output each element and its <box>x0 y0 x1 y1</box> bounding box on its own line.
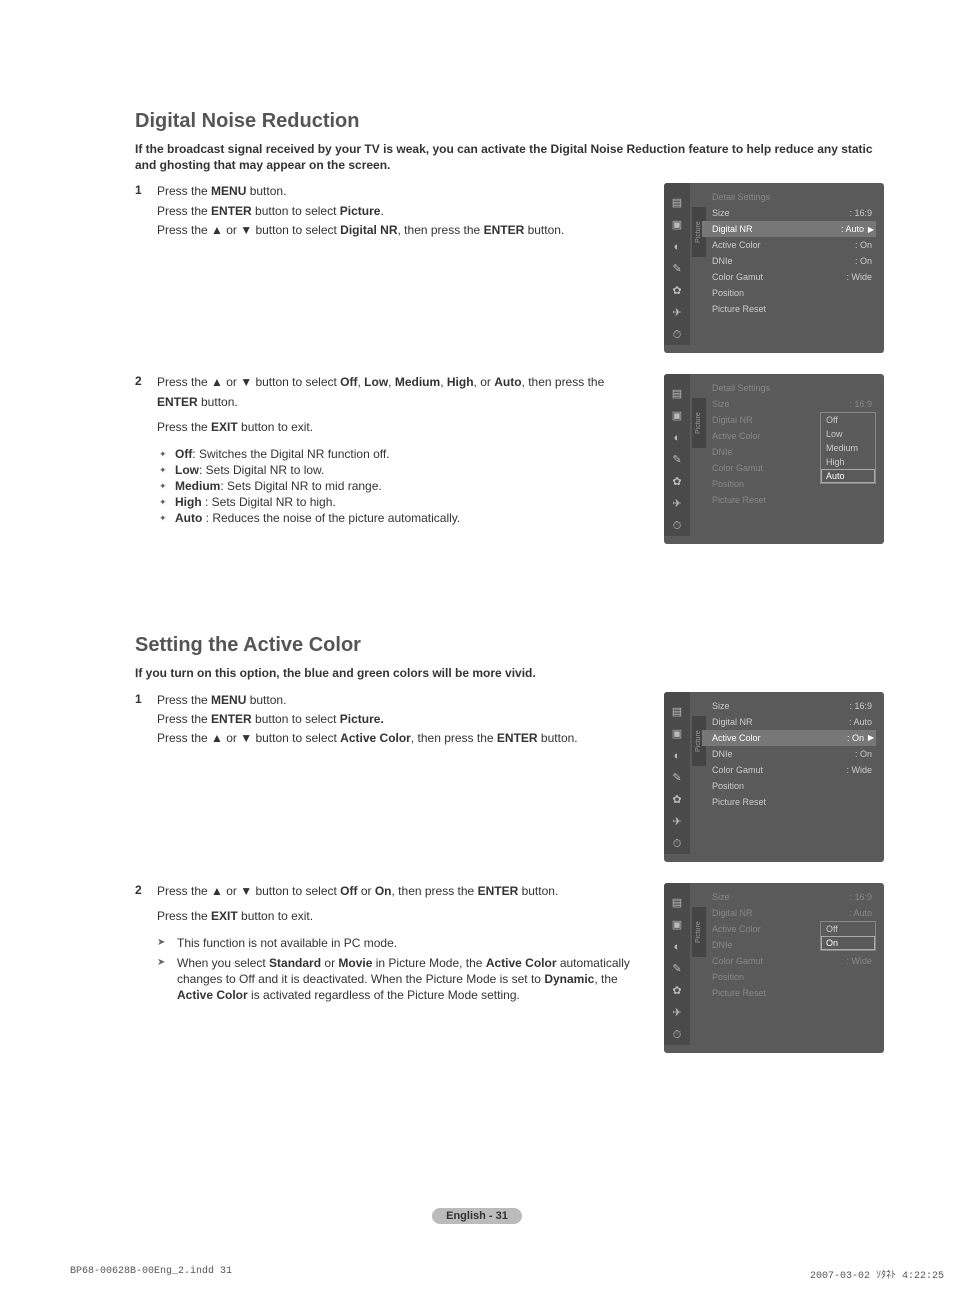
osd-option: Medium <box>821 441 875 455</box>
osd-icon: ✈ <box>664 810 690 832</box>
osd-item: Position <box>708 285 876 301</box>
osd-icon: ▣ <box>664 404 690 426</box>
print-metadata: BP68-00628B-00Eng_2.indd 31 2007-03-02 ｿ… <box>70 1266 944 1282</box>
osd-option-selected: Auto <box>821 469 875 483</box>
osd-icon: ◐ <box>664 426 690 448</box>
step-2: 2 Press the ▲ or ▼ button to select Off,… <box>135 374 648 438</box>
osd-item: Position <box>708 969 876 985</box>
osd-icon: ◐ <box>664 235 690 257</box>
osd-icon: ▣ <box>664 213 690 235</box>
osd-icon: ✈ <box>664 301 690 323</box>
osd-icon: ✿ <box>664 979 690 1001</box>
step-1: 1 Press the MENU button. Press the ENTER… <box>135 183 648 241</box>
osd-menu-1: ▤ ▣ ◐ ✎ ✿ ✈ ⏱ Picture Detail Settings Si… <box>664 183 884 353</box>
source-file: BP68-00628B-00Eng_2.indd 31 <box>70 1266 232 1282</box>
osd-item: Size: 16:9 <box>708 205 876 221</box>
osd-item: Digital NR: Auto <box>708 714 876 730</box>
page-footer: English - 31 <box>0 1208 954 1224</box>
osd-item: Detail Settings <box>708 189 876 205</box>
step-2: 2 Press the ▲ or ▼ button to select Off … <box>135 883 648 928</box>
osd-option: Off <box>821 922 875 936</box>
osd-item: Active Color: On <box>708 237 876 253</box>
osd-dropdown: Off On <box>820 921 876 951</box>
osd-category-label: Picture <box>692 398 706 448</box>
osd-option: Off <box>821 413 875 427</box>
osd-item: Size: 16:9 <box>708 396 876 412</box>
osd-icon: ✿ <box>664 279 690 301</box>
page-number: English - 31 <box>432 1208 522 1224</box>
osd-item-selected: Active Color: On <box>702 730 876 746</box>
osd-option: High <box>821 455 875 469</box>
osd-icon: ✿ <box>664 470 690 492</box>
osd-item: Position <box>708 778 876 794</box>
osd-icon: ▣ <box>664 913 690 935</box>
timestamp: 2007-03-02 ｿﾀﾈﾄ 4:22:25 <box>810 1266 944 1282</box>
osd-item: Picture Reset <box>708 301 876 317</box>
osd-category-label: Picture <box>692 907 706 957</box>
step-number: 2 <box>135 883 157 928</box>
osd-item: Color Gamut: Wide <box>708 762 876 778</box>
osd-item: Color Gamut: Wide <box>708 269 876 285</box>
osd-item-selected: Digital NR: Auto <box>702 221 876 237</box>
note-item: When you select Standard or Movie in Pic… <box>157 955 648 1004</box>
osd-item: DNIe: On <box>708 746 876 762</box>
osd-icon: ◐ <box>664 744 690 766</box>
osd-icon: ✎ <box>664 957 690 979</box>
osd-icon: ▤ <box>664 382 690 404</box>
osd-icon: ✿ <box>664 788 690 810</box>
osd-icon: ✎ <box>664 257 690 279</box>
step-1: 1 Press the MENU button. Press the ENTER… <box>135 692 648 750</box>
osd-icon: ⏱ <box>664 514 690 536</box>
osd-icon: ⏱ <box>664 323 690 345</box>
osd-icon: ⏱ <box>664 1023 690 1045</box>
section-lead: If the broadcast signal received by your… <box>135 141 884 173</box>
osd-icon: ✎ <box>664 448 690 470</box>
osd-item: Picture Reset <box>708 794 876 810</box>
note-list: This function is not available in PC mod… <box>157 935 648 1003</box>
osd-option-selected: On <box>821 936 875 950</box>
osd-icon: ✎ <box>664 766 690 788</box>
osd-item: Picture Reset <box>708 985 876 1001</box>
osd-icon: ✈ <box>664 492 690 514</box>
osd-item: Digital NR: Auto <box>708 905 876 921</box>
osd-icon: ▤ <box>664 700 690 722</box>
osd-icon: ▤ <box>664 191 690 213</box>
option-list: Off: Switches the Digital NR function of… <box>175 447 648 525</box>
osd-icon: ▣ <box>664 722 690 744</box>
osd-icon: ◐ <box>664 935 690 957</box>
step-number: 1 <box>135 692 157 750</box>
osd-item: Size: 16:9 <box>708 698 876 714</box>
osd-icon: ✈ <box>664 1001 690 1023</box>
osd-item: Detail Settings <box>708 380 876 396</box>
osd-item: Picture Reset <box>708 492 876 508</box>
osd-menu-4: ▤ ▣ ◐ ✎ ✿ ✈ ⏱ Picture Size: 16:9 Digital… <box>664 883 884 1053</box>
osd-item: Color Gamut: Wide <box>708 953 876 969</box>
osd-menu-3: ▤ ▣ ◐ ✎ ✿ ✈ ⏱ Picture Size: 16:9 Digital… <box>664 692 884 862</box>
osd-menu-2: ▤ ▣ ◐ ✎ ✿ ✈ ⏱ Picture Detail Settings Si… <box>664 374 884 544</box>
osd-option: Low <box>821 427 875 441</box>
osd-item: DNIe: On <box>708 253 876 269</box>
osd-dropdown: Off Low Medium High Auto <box>820 412 876 484</box>
note-item: This function is not available in PC mod… <box>157 935 648 951</box>
section-title: Setting the Active Color <box>135 634 884 657</box>
section-title: Digital Noise Reduction <box>135 110 884 133</box>
step-number: 2 <box>135 374 157 438</box>
step-number: 1 <box>135 183 157 241</box>
osd-item: Size: 16:9 <box>708 889 876 905</box>
section-lead: If you turn on this option, the blue and… <box>135 665 884 681</box>
osd-icon: ⏱ <box>664 832 690 854</box>
osd-icon: ▤ <box>664 891 690 913</box>
